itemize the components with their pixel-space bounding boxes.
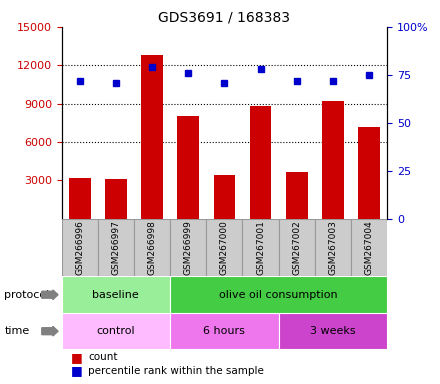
Bar [250, 106, 271, 219]
FancyBboxPatch shape [134, 219, 170, 276]
Text: ■: ■ [70, 351, 82, 364]
FancyBboxPatch shape [170, 313, 279, 349]
Bar [105, 179, 127, 219]
Text: olive oil consumption: olive oil consumption [220, 290, 338, 300]
Text: GSM267002: GSM267002 [292, 220, 301, 275]
Text: GSM267000: GSM267000 [220, 220, 229, 275]
Text: count: count [88, 352, 117, 362]
FancyBboxPatch shape [62, 219, 98, 276]
FancyBboxPatch shape [62, 313, 170, 349]
Text: GSM266999: GSM266999 [184, 220, 193, 275]
Text: GSM266996: GSM266996 [75, 220, 84, 275]
Text: protocol: protocol [4, 290, 50, 300]
Bar [322, 101, 344, 219]
Bar [69, 178, 91, 219]
Title: GDS3691 / 168383: GDS3691 / 168383 [158, 10, 290, 24]
FancyBboxPatch shape [170, 276, 387, 313]
FancyBboxPatch shape [279, 219, 315, 276]
Text: GSM266997: GSM266997 [111, 220, 121, 275]
FancyBboxPatch shape [351, 219, 387, 276]
Bar [213, 175, 235, 219]
FancyBboxPatch shape [242, 219, 279, 276]
FancyBboxPatch shape [279, 313, 387, 349]
Text: GSM267001: GSM267001 [256, 220, 265, 275]
FancyBboxPatch shape [315, 219, 351, 276]
Text: 6 hours: 6 hours [203, 326, 246, 336]
Text: control: control [96, 326, 135, 336]
Bar [177, 116, 199, 219]
Text: ■: ■ [70, 364, 82, 377]
FancyBboxPatch shape [170, 219, 206, 276]
Text: percentile rank within the sample: percentile rank within the sample [88, 366, 264, 376]
Text: baseline: baseline [92, 290, 139, 300]
Bar [286, 172, 308, 219]
Text: time: time [4, 326, 29, 336]
FancyBboxPatch shape [206, 219, 242, 276]
FancyBboxPatch shape [98, 219, 134, 276]
Bar [141, 55, 163, 219]
Text: GSM266998: GSM266998 [147, 220, 157, 275]
Text: 3 weeks: 3 weeks [310, 326, 356, 336]
Text: GSM267003: GSM267003 [328, 220, 337, 275]
FancyBboxPatch shape [62, 276, 170, 313]
Text: GSM267004: GSM267004 [365, 220, 374, 275]
Bar [358, 127, 380, 219]
